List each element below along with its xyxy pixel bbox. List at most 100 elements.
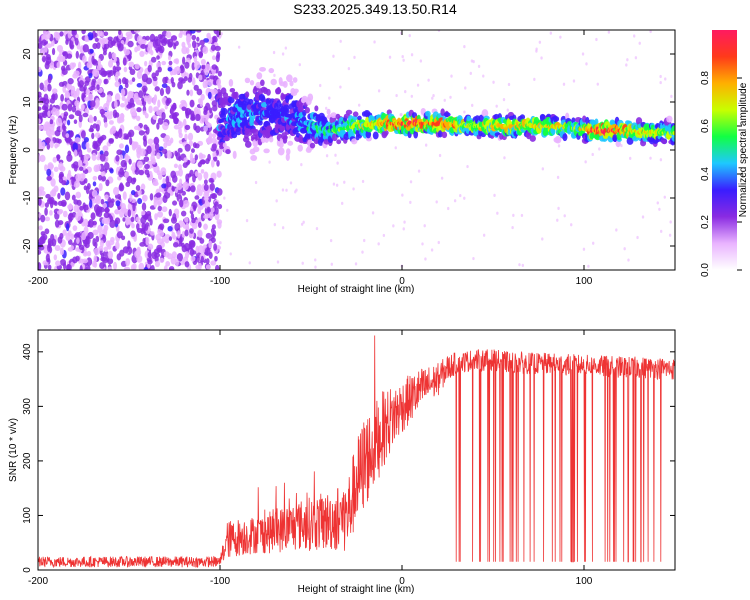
spectrogram-cell — [229, 252, 232, 256]
spectrogram-cell — [72, 256, 78, 264]
spectrogram-cell — [245, 219, 249, 223]
spectrogram-cell — [100, 198, 105, 205]
spectrogram-cell — [83, 136, 89, 143]
spectrogram-cell — [276, 260, 280, 264]
spectrogram-cell — [48, 123, 55, 132]
spectrogram-cell — [72, 142, 78, 152]
spectrogram-cell — [97, 58, 102, 67]
spectrogram-cell — [186, 36, 190, 46]
spectrogram-cell — [119, 167, 124, 176]
spectrogram-cell — [178, 168, 183, 177]
spectrogram-cell — [130, 216, 135, 223]
spectrogram-cell — [81, 104, 85, 111]
spectrogram-cell — [156, 55, 160, 60]
spectrogram-cell — [551, 127, 556, 136]
spectrogram-cell — [39, 82, 44, 91]
spectrogram-cell — [332, 182, 336, 186]
spectrogram-cell — [200, 255, 204, 263]
spectrogram-cell — [103, 116, 108, 124]
spectrogram-cell — [211, 224, 216, 230]
spectrogram-cell — [108, 51, 112, 60]
spectrogram-cell — [203, 179, 208, 185]
spectrogram-cell — [156, 109, 161, 116]
spectrogram-cell — [57, 200, 64, 206]
spectrogram-cell — [556, 218, 559, 222]
spectrogram-cell — [117, 205, 121, 211]
spectrogram-cell — [402, 227, 405, 231]
spectrogram-cell — [180, 210, 187, 217]
spectrogram-ytick-label: 20 — [22, 48, 33, 60]
spectrogram-cell — [88, 116, 94, 124]
spectrogram-cell — [161, 60, 167, 66]
spectrogram-cell — [176, 182, 183, 191]
spectrogram-cell — [232, 150, 237, 159]
snr-xtick-label: -100 — [210, 576, 230, 587]
spectrogram-cell — [84, 242, 90, 249]
spectrogram-ytick-label: -20 — [22, 238, 33, 253]
spectrogram-cell — [584, 160, 587, 164]
spectrogram-cell — [55, 117, 63, 127]
spectrogram-cell — [40, 214, 46, 223]
spectrogram-cell — [199, 39, 205, 46]
spectrogram-cell — [121, 95, 126, 101]
spectrogram-cell — [136, 254, 143, 263]
spectrogram-cell — [196, 36, 200, 42]
spectrogram-cell — [130, 264, 136, 270]
spectrogram-cell — [78, 114, 83, 123]
spectrogram-cell — [50, 178, 56, 187]
spectrogram-cell — [632, 34, 636, 38]
spectrogram-cell — [156, 169, 161, 176]
spectrogram-cell — [184, 133, 188, 141]
spectrogram-cell — [506, 108, 510, 112]
spectrogram-cell — [127, 132, 132, 138]
spectrogram-cell — [162, 218, 170, 224]
spectrogram-cell — [471, 103, 474, 107]
spectrogram-cell — [183, 76, 188, 82]
spectrogram-cell — [103, 246, 108, 253]
spectrogram-cell — [197, 221, 202, 228]
spectrogram-cell — [203, 125, 208, 132]
spectrogram-cell — [66, 83, 71, 90]
spectrogram-cell — [79, 265, 83, 270]
spectrogram-cell — [136, 107, 142, 113]
spectrogram-cell — [71, 176, 75, 186]
spectrogram-cell — [211, 100, 218, 107]
spectrogram-cell — [659, 74, 662, 79]
spectrogram-cell — [394, 146, 397, 150]
spectrogram-cell — [54, 129, 61, 137]
spectrogram-cell — [114, 112, 120, 118]
spectrogram-cell — [65, 222, 70, 232]
spectrogram-cell — [173, 43, 177, 50]
spectrogram-cell — [661, 139, 667, 145]
spectrogram-cell — [301, 261, 304, 265]
spectrogram-cell — [73, 199, 79, 205]
spectrogram-cell — [94, 132, 101, 139]
spectrogram-cell — [83, 226, 89, 235]
spectrogram-cell — [119, 143, 124, 149]
spectrogram-cell — [154, 260, 161, 268]
spectrogram-cell — [177, 81, 183, 90]
spectrogram-cell — [298, 103, 305, 111]
spectrogram-cell — [343, 180, 346, 184]
spectrogram-cell — [124, 98, 129, 106]
spectrogram-cell — [130, 177, 136, 185]
spectrogram-cell — [170, 256, 177, 265]
spectrogram-cell — [67, 230, 72, 237]
spectrogram-cell — [419, 59, 423, 63]
spectrogram-cell — [44, 44, 48, 53]
spectrogram-cell — [167, 67, 173, 72]
spectrogram-cell — [43, 84, 48, 92]
spectrogram-cell — [215, 54, 220, 63]
spectrogram-cell — [103, 224, 109, 232]
spectrogram-cell — [184, 143, 191, 152]
spectrogram-cell — [62, 51, 67, 56]
spectrogram-cell — [226, 208, 229, 212]
snr-xlabel: Height of straight line (km) — [298, 584, 415, 595]
spectrogram-cell — [472, 256, 475, 261]
spectrogram-cell — [210, 260, 217, 266]
spectrogram-cell — [282, 80, 288, 88]
spectrogram-cell — [273, 73, 276, 77]
spectrogram-cell — [159, 88, 165, 97]
spectrogram-cell — [91, 189, 98, 198]
spectrogram-cell — [66, 153, 73, 162]
